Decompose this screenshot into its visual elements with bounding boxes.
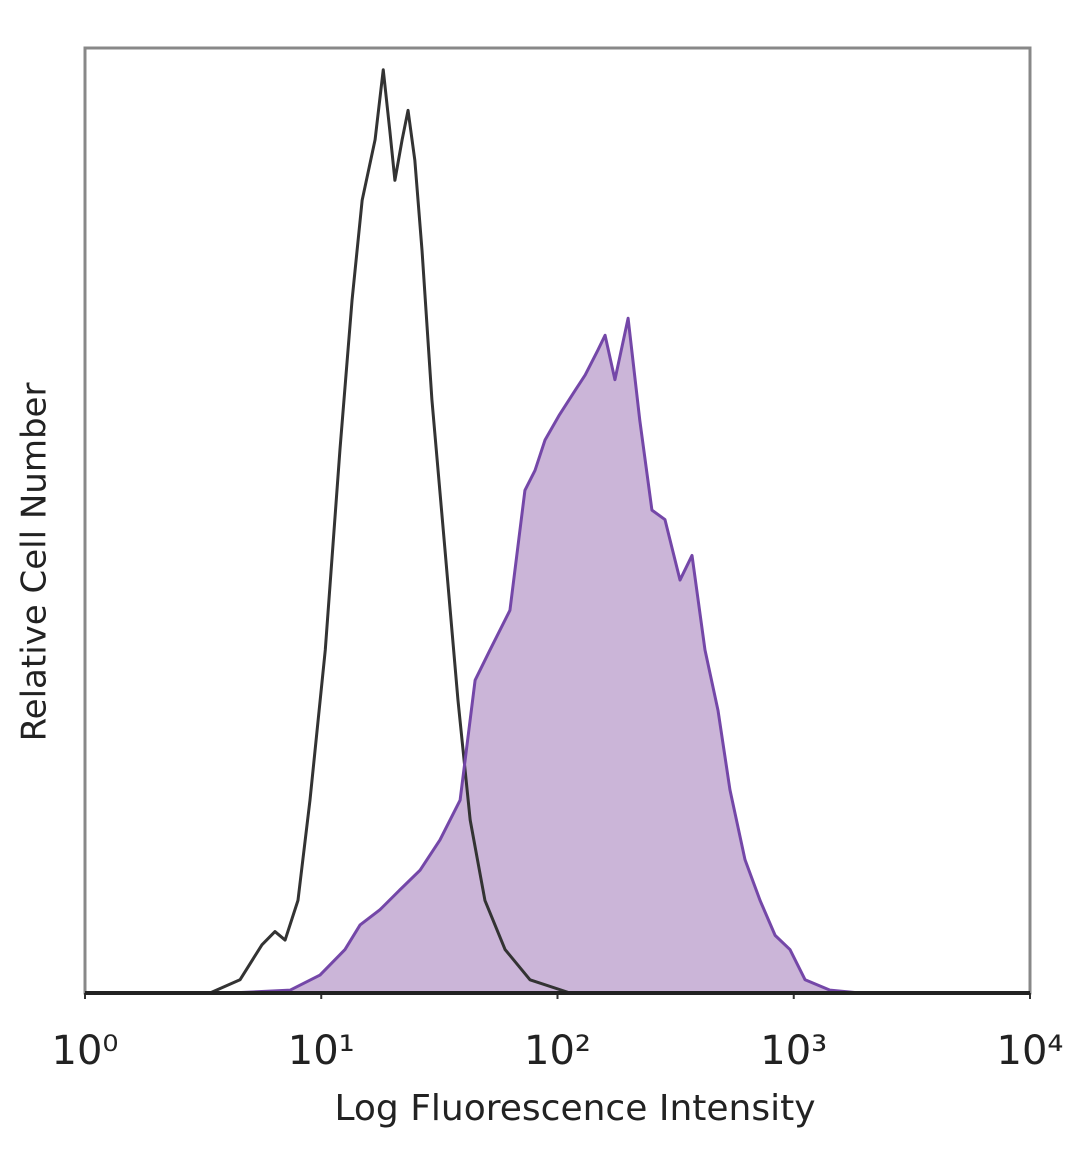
x-tick-label: 10⁰ [52,1028,119,1074]
x-axis-label: Log Fluorescence Intensity [334,1088,815,1129]
area-fill [230,318,860,993]
histogram-line [209,68,571,995]
x-tick-label: 10¹ [288,1028,355,1074]
x-tick-label: 10² [524,1028,591,1074]
y-axis-label: Relative Cell Number [15,383,55,742]
x-tick-label: 10³ [760,1028,827,1074]
x-tick-label: 10⁴ [997,1028,1064,1074]
histogram-line [229,316,861,995]
